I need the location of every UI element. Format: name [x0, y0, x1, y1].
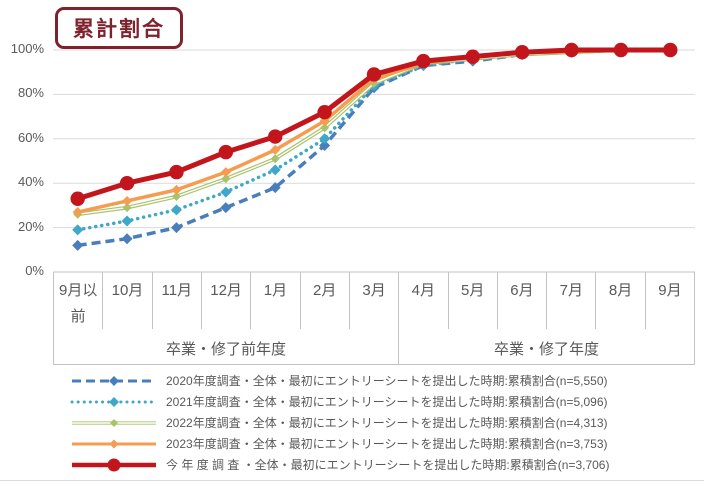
- x-tick-label-10: 7月: [546, 272, 595, 329]
- diamond-marker: [122, 195, 133, 206]
- diamond-marker: [72, 239, 84, 251]
- legend-item-0: 2020年度調査・全体・最初にエントリーシートを提出した時期:累積割合(n=5,…: [70, 370, 609, 391]
- legend-label-2: 2022年度調査・全体・最初にエントリーシートを提出した時期:累積割合(n=4,…: [166, 416, 608, 430]
- diamond-marker: [269, 182, 281, 194]
- diamond-marker: [220, 167, 231, 178]
- x-tick-label-2: 11月: [151, 272, 201, 329]
- y-tick-label-80: 80%: [17, 85, 44, 101]
- circle-marker: [564, 42, 579, 58]
- circle-marker: [218, 144, 234, 160]
- circle-marker: [169, 164, 184, 180]
- diamond-marker: [170, 222, 182, 234]
- legend-marker-2: [72, 418, 156, 427]
- y-tick-label-40: 40%: [17, 174, 44, 190]
- circle-marker: [613, 42, 629, 58]
- diamond-marker: [171, 184, 182, 195]
- legend-label-3: 2023年度調査・全体・最初にエントリーシートを提出した時期:累積割合(n=3,…: [166, 437, 608, 451]
- diamond-marker: [72, 224, 84, 236]
- legend-marker-3: [72, 439, 156, 448]
- diamond-marker: [121, 215, 133, 227]
- x-group-label-1: 卒業・修了年度: [398, 329, 695, 364]
- circle-marker: [416, 53, 431, 69]
- legend-label-0: 2020年度調査・全体・最初にエントリーシートを提出した時期:累積割合(n=5,…: [166, 374, 608, 388]
- x-tick-label-9: 6月: [496, 272, 546, 329]
- legend-marker-1: [70, 396, 158, 407]
- x-axis-group-row: 卒業・修了前年度 卒業・修了年度: [53, 329, 695, 365]
- circle-marker: [465, 49, 480, 64]
- x-tick-label-12: 9月: [644, 272, 696, 329]
- x-tick-label-11: 8月: [595, 272, 644, 329]
- y-tick-label-100: 100%: [10, 41, 44, 56]
- diamond-marker: [319, 133, 331, 145]
- x-group-label-0: 卒業・修了前年度: [53, 329, 398, 364]
- diamond-marker: [109, 418, 119, 427]
- circle-marker: [70, 191, 85, 206]
- x-tick-label-7: 4月: [398, 272, 447, 329]
- legend-item-1: 2021年度調査・全体・最初にエントリーシートを提出した時期:累積割合(n=5,…: [70, 391, 609, 412]
- x-tick-label-0: 9月以前: [53, 272, 102, 329]
- diamond-marker: [72, 207, 83, 218]
- diamond-marker: [122, 203, 132, 213]
- circle-marker: [514, 45, 530, 60]
- diamond-marker: [220, 186, 232, 198]
- diamond-marker: [220, 202, 232, 214]
- diamond-marker: [121, 233, 133, 245]
- legend-label-1: 2021年度調査・全体・最初にエントリーシートを提出した時期:累積割合(n=5,…: [166, 395, 608, 409]
- legend-item-2: 2022年度調査・全体・最初にエントリーシートを提出した時期:累積割合(n=4,…: [70, 412, 609, 433]
- x-tick-label-3: 12月: [200, 272, 250, 329]
- circle-marker: [663, 42, 678, 58]
- diamond-marker: [270, 144, 281, 155]
- bottom-divider: [0, 480, 704, 481]
- circle-marker: [366, 67, 382, 82]
- legend: 2020年度調査・全体・最初にエントリーシートを提出した時期:累積割合(n=5,…: [70, 370, 609, 475]
- chart-title: 累計割合: [55, 7, 183, 49]
- diamond-marker: [320, 123, 330, 133]
- y-tick-label-0: 0%: [25, 263, 44, 278]
- x-tick-label-4: 1月: [250, 272, 299, 329]
- y-tick-label-20: 20%: [17, 218, 44, 234]
- diamond-marker: [319, 139, 331, 151]
- circle-marker: [268, 129, 283, 144]
- legend-item-4: 今 年 度 調 査 ・全体・最初にエントリーシートを提出した時期:累積割合(n=…: [70, 454, 609, 475]
- x-tick-label-1: 10月: [102, 272, 151, 329]
- legend-marker-0: [72, 375, 156, 386]
- diamond-marker: [170, 204, 182, 216]
- diamond-marker: [109, 375, 119, 386]
- y-tick-label-60: 60%: [17, 129, 44, 145]
- diamond-marker: [269, 164, 281, 176]
- x-tick-label-6: 3月: [348, 272, 398, 329]
- diamond-marker: [171, 192, 181, 202]
- circle-marker: [119, 176, 135, 191]
- circle-marker: [317, 104, 332, 120]
- legend-marker-4: [72, 458, 156, 471]
- x-axis-month-row: 9月以前 10月 11月 12月 1月 2月 3月 4月 5月 6月 7月 8月 9月: [53, 272, 696, 329]
- legend-item-3: 2023年度調査・全体・最初にエントリーシートを提出した時期:累積割合(n=3,…: [70, 433, 609, 454]
- diamond-marker: [221, 174, 231, 184]
- diamond-marker: [270, 154, 280, 164]
- diamond-marker: [109, 396, 119, 407]
- diamond-marker: [109, 439, 119, 448]
- circle-marker: [107, 458, 121, 471]
- legend-label-4: 今 年 度 調 査 ・全体・最初にエントリーシートを提出した時期:累積割合(n=…: [166, 458, 610, 472]
- x-tick-label-5: 2月: [299, 272, 349, 329]
- x-tick-label-8: 5月: [447, 272, 497, 329]
